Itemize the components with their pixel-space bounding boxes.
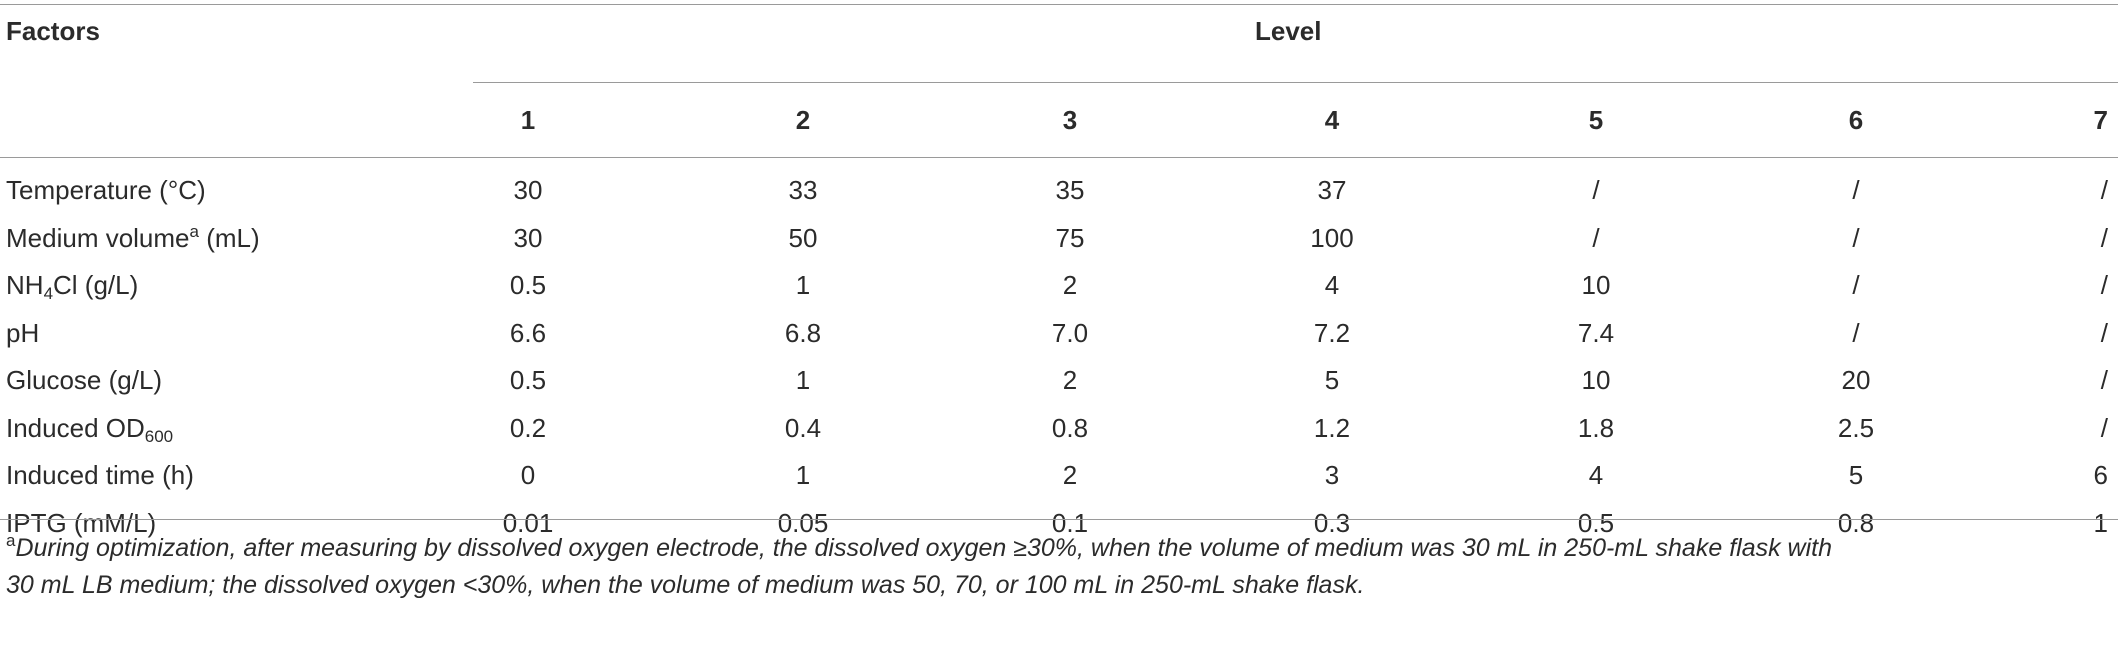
- top-rule: [0, 4, 2118, 5]
- level-rule: [473, 82, 2118, 83]
- level-value: /: [2100, 365, 2108, 395]
- level-value: /: [1852, 175, 1860, 205]
- factor-label-pre: Induced time (h): [6, 460, 194, 490]
- level-value: /: [2100, 223, 2108, 253]
- factor-label-post: Cl (g/L): [53, 270, 139, 300]
- header-bottom-rule: [0, 157, 2118, 158]
- level-value: 0.4: [784, 413, 822, 443]
- level-value: /: [2100, 175, 2108, 205]
- factor-label: Medium volumea (mL): [6, 223, 260, 253]
- factor-label-pre: NH: [6, 270, 44, 300]
- level-value: 2: [1062, 460, 1078, 490]
- level-value: 2: [1062, 365, 1078, 395]
- level-value: 2: [1062, 270, 1078, 300]
- level-value: /: [2100, 413, 2108, 443]
- level-number: 3: [1062, 105, 1078, 135]
- level-number: 1: [520, 105, 536, 135]
- factor-label-pre: IPTG (mM/L): [6, 508, 157, 538]
- level-value: 50: [788, 223, 818, 253]
- level-value: /: [2100, 318, 2108, 348]
- level-value: 0.05: [777, 508, 829, 538]
- level-value: 5: [1848, 460, 1864, 490]
- table-bottom-rule: [0, 519, 2118, 520]
- factor-label-pre: Glucose (g/L): [6, 365, 163, 395]
- level-value: 4: [1324, 270, 1340, 300]
- factor-label-sup: a: [189, 222, 199, 241]
- level-value: /: [1852, 318, 1860, 348]
- level-value: 0.5: [1577, 508, 1615, 538]
- level-value: 35: [1055, 175, 1085, 205]
- level-value: 10: [1581, 365, 1611, 395]
- factor-label: NH4Cl (g/L): [6, 270, 139, 303]
- factor-label-post: (mL): [198, 223, 260, 253]
- level-header: Level: [1255, 16, 1322, 46]
- factor-label: Temperature (°C): [6, 175, 206, 205]
- level-value: 6: [2093, 460, 2108, 490]
- level-value: /: [1852, 223, 1860, 253]
- level-value: 0: [520, 460, 536, 490]
- level-value: 0.5: [509, 365, 547, 395]
- level-number: 4: [1324, 105, 1340, 135]
- factor-label: Induced time (h): [6, 460, 194, 490]
- factor-label-pre: Induced OD: [6, 413, 145, 443]
- level-value: 1.2: [1313, 413, 1351, 443]
- level-value: 7.4: [1577, 318, 1615, 348]
- footnote-line-1: During optimization, after measuring by …: [15, 534, 1832, 562]
- level-value: 6.8: [784, 318, 822, 348]
- level-value: 37: [1317, 175, 1347, 205]
- factor-label-sub: 600: [144, 427, 174, 446]
- level-value: 10: [1581, 270, 1611, 300]
- level-value: 1: [2093, 508, 2108, 538]
- factor-label: IPTG (mM/L): [6, 508, 156, 538]
- level-value: 3: [1324, 460, 1340, 490]
- level-value: 20: [1841, 365, 1871, 395]
- factor-label-pre: Temperature (°C): [6, 175, 206, 205]
- level-value: 75: [1055, 223, 1085, 253]
- level-value: /: [2100, 270, 2108, 300]
- level-value: 7.0: [1051, 318, 1089, 348]
- level-value: 0.2: [509, 413, 547, 443]
- level-value: /: [1592, 223, 1600, 253]
- level-value: 5: [1324, 365, 1340, 395]
- level-value: 30: [513, 223, 543, 253]
- level-value: 4: [1588, 460, 1604, 490]
- factor-label: Induced OD600: [6, 413, 174, 446]
- level-value: 1: [795, 365, 811, 395]
- level-value: 7.2: [1313, 318, 1351, 348]
- level-value: 0.8: [1051, 413, 1089, 443]
- level-value: 0.1: [1051, 508, 1089, 538]
- level-number: 6: [1848, 105, 1864, 135]
- factor-label-pre: pH: [6, 318, 40, 348]
- level-value: 30: [513, 175, 543, 205]
- level-value: 1.8: [1577, 413, 1615, 443]
- level-value: 0.5: [509, 270, 547, 300]
- level-value: 6.6: [509, 318, 547, 348]
- level-value: 33: [788, 175, 818, 205]
- footnote-line-2: 30 mL LB medium; the dissolved oxygen <3…: [6, 571, 1365, 599]
- factors-header: Factors: [6, 16, 100, 46]
- level-value: /: [1592, 175, 1600, 205]
- level-number: 5: [1588, 105, 1604, 135]
- table-footnote: aDuring optimization, after measuring by…: [6, 530, 2106, 604]
- factor-label-sub: 4: [43, 284, 54, 303]
- footnote-marker: a: [6, 531, 16, 550]
- factor-label-pre: Medium volume: [6, 223, 190, 253]
- factor-label: Glucose (g/L): [6, 365, 162, 395]
- level-value: 0.3: [1313, 508, 1351, 538]
- level-value: 2.5: [1837, 413, 1875, 443]
- level-number: 2: [795, 105, 811, 135]
- level-value: 100: [1310, 223, 1354, 253]
- level-value: 1: [795, 460, 811, 490]
- level-number: 7: [2093, 105, 2108, 135]
- level-value: 0.8: [1837, 508, 1875, 538]
- level-value: 1: [795, 270, 811, 300]
- level-value: /: [1852, 270, 1860, 300]
- factor-label: pH: [6, 318, 39, 348]
- level-value: 0.01: [502, 508, 554, 538]
